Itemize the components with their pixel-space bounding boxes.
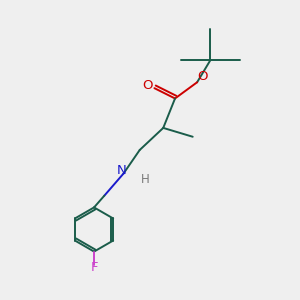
Text: N: N [117, 164, 127, 177]
Text: O: O [197, 70, 208, 83]
Text: O: O [143, 79, 153, 92]
Text: F: F [90, 261, 98, 274]
Text: H: H [141, 173, 150, 186]
